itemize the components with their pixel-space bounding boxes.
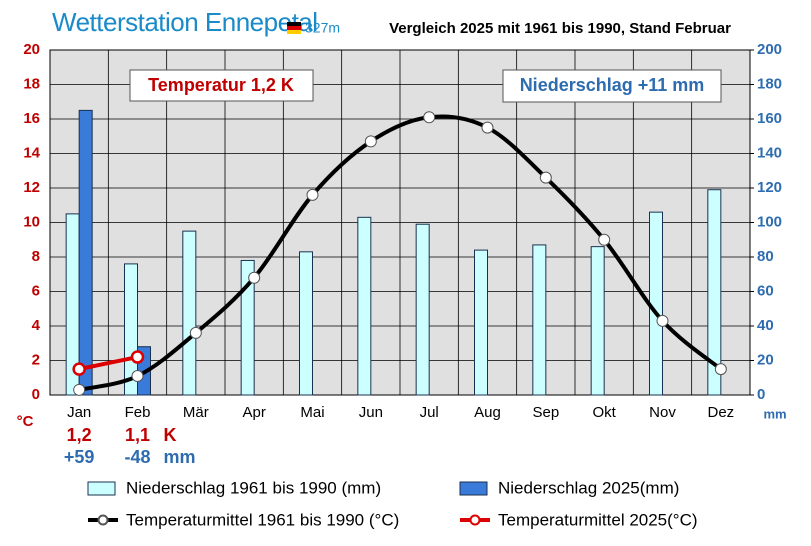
y-tick-label: 10 [23, 213, 40, 230]
legend-label: Niederschlag 2025(mm) [498, 478, 679, 497]
line-point [72, 362, 86, 376]
legend-item: Temperaturmittel 1961 bis 1990 (°C) [88, 510, 399, 529]
flag [287, 22, 301, 34]
x-tick-label: Aug [474, 404, 501, 421]
y2-tick-label: 180 [757, 75, 782, 92]
line-point [656, 314, 669, 327]
y-tick-label: 12 [23, 179, 40, 196]
x-tick-label: Nov [649, 404, 676, 421]
legend-swatch [459, 481, 488, 496]
bar [474, 249, 488, 396]
x-tick-label: Sep [532, 404, 559, 421]
legend-item: Niederschlag 1961 bis 1990 (mm) [87, 478, 381, 497]
line-point [130, 350, 145, 364]
legend-label: Niederschlag 1961 bis 1990 (mm) [126, 478, 381, 497]
y-tick-label: 6 [32, 282, 40, 299]
legend-swatch [87, 481, 116, 496]
x-tick-label: Mai [300, 404, 324, 421]
x-tick-label: Okt [592, 404, 616, 421]
x-tick-label: Feb [125, 404, 151, 421]
line-point [189, 326, 202, 339]
line-point [598, 233, 611, 246]
legend-label: Temperaturmittel 1961 bis 1990 (°C) [126, 510, 399, 529]
deviation-label: 1,1 [125, 425, 150, 445]
y2-tick-label: 20 [757, 351, 774, 368]
y2-tick-label: 80 [757, 248, 774, 265]
y2-tick-label: 200 [757, 41, 782, 58]
annotation: Temperatur 1,2 K [148, 75, 294, 95]
bar [182, 230, 197, 396]
deviation-unit: mm [164, 447, 196, 467]
line-point [364, 135, 377, 148]
y-tick-label: 0 [32, 386, 40, 403]
y2-tick-label: 60 [757, 282, 774, 299]
bar [649, 211, 663, 396]
line-point [539, 171, 552, 184]
line-point [73, 383, 86, 396]
x-tick-label: Dez [707, 404, 734, 421]
deviation-label: -48 [124, 447, 150, 467]
y-tick-label: 20 [23, 41, 40, 58]
y2-tick-label: 140 [757, 144, 782, 161]
deviation-label: +59 [64, 447, 95, 467]
line-point [248, 271, 261, 284]
legend-item: Niederschlag 2025(mm) [459, 478, 679, 497]
bar [240, 259, 255, 396]
y-tick-label: 14 [23, 144, 40, 161]
y2-tick-label: 160 [757, 110, 782, 127]
y2-tick-label: 100 [757, 213, 782, 230]
annotation-box [502, 69, 722, 103]
legend-label: Temperaturmittel 2025(°C) [498, 510, 698, 529]
bar [707, 189, 722, 396]
x-tick-label: Jan [67, 404, 91, 421]
altitude: 327m [305, 20, 340, 36]
chart-title: Vergleich 2025 mit 1961 bis 1990, Stand … [389, 20, 731, 37]
y2-unit: mm [763, 406, 786, 421]
line-point [423, 111, 436, 124]
bar [299, 251, 313, 396]
bar [590, 246, 605, 396]
annotation-box [129, 69, 314, 102]
bar [415, 223, 430, 396]
legend-item: Temperaturmittel 2025(°C) [460, 510, 698, 529]
y-tick-label: 2 [32, 351, 40, 368]
x-tick-label: Jun [359, 404, 383, 421]
legend-marker [469, 514, 481, 526]
x-tick-label: Jul [420, 404, 439, 421]
y-tick-label: 16 [23, 110, 40, 127]
line-point [306, 188, 319, 201]
y2-tick-label: 40 [757, 317, 774, 334]
station-name: Wetterstation Ennepetal [52, 7, 318, 37]
y2-tick-label: 120 [757, 179, 782, 196]
line-point [714, 363, 727, 376]
y-tick-label: 8 [32, 248, 40, 265]
annotation: Niederschlag +11 mm [520, 75, 705, 95]
bar [357, 216, 372, 396]
legend-marker [97, 514, 109, 526]
x-tick-label: Mär [183, 404, 209, 421]
x-tick-label: Apr [242, 404, 265, 421]
deviation-label: 1,2 [67, 425, 92, 445]
bar [78, 109, 93, 396]
line-point [131, 370, 144, 383]
y-unit: °C [17, 413, 34, 430]
y2-tick-label: 0 [757, 386, 765, 403]
deviation-unit: K [164, 425, 177, 445]
y-tick-label: 18 [23, 75, 40, 92]
y-tick-label: 4 [32, 317, 41, 334]
bar [532, 244, 547, 396]
line-point [481, 121, 494, 134]
